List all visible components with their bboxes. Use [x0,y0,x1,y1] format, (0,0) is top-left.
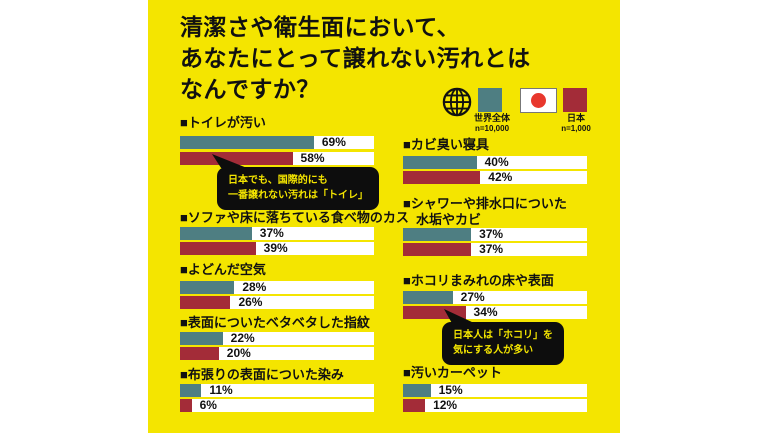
infographic-panel: 清潔さや衛生面において、 あなたにとって譲れない汚れとは なんですか？ 世界全体… [148,0,620,433]
legend: 世界全体 n=10,000 日本 n=1,000 [438,84,598,134]
world-bar-value: 15% [438,383,463,397]
callout-text: 日本でも、国際的にも 一番譲れない汚れは「トイレ」 [228,175,368,201]
category-label: ■トイレが汚い [180,115,266,130]
japan-bar: 26% [180,296,374,309]
callout-bubble: 日本人は「ホコリ」を 気にする人が多い [442,309,564,365]
japan-flag-circle [531,93,546,108]
japan-bar: 58% [180,152,374,165]
callout-text: 日本人は「ホコリ」を 気にする人が多い [453,330,553,356]
world-bar: 69% [180,136,374,149]
japan-bar-value: 20% [226,346,251,360]
world-bar: 22% [180,332,374,345]
world-bar-fill [403,384,431,397]
world-bar-value: 69% [321,135,346,149]
japan-bar-fill [403,171,481,184]
japan-bar: 39% [180,242,374,255]
japan-bar: 12% [403,399,587,412]
japan-legend-label: 日本 [566,113,585,123]
world-bar: 15% [403,384,587,397]
world-legend-n: n=10,000 [474,124,510,133]
world-bar: 11% [180,384,374,397]
japan-bar: 6% [180,399,374,412]
japan-bar-fill [403,243,472,256]
category-label: ■表面についたベタベタした指紋 [180,315,370,330]
world-bar-value: 28% [242,280,267,294]
world-bar-value: 37% [259,226,284,240]
world-bar: 37% [180,227,374,240]
japan-bar-fill [403,399,426,412]
japan-bar: 34% [403,306,587,319]
japan-bar: 37% [403,243,587,256]
world-bar: 37% [403,228,587,241]
world-bar-value: 40% [484,155,509,169]
world-bar: 28% [180,281,374,294]
japan-bar-fill [180,296,231,309]
japan-bar-value: 12% [433,398,458,412]
world-bar-fill [403,228,472,241]
category-label: ■シャワーや排水口についた 水垢やカビ [403,196,567,227]
world-bar-fill [403,156,477,169]
world-bar-value: 11% [209,383,233,397]
japan-bar: 42% [403,171,587,184]
world-legend-label: 世界全体 [473,113,510,123]
category-label: ■よどんだ空気 [180,262,266,277]
world-bar-fill [180,227,252,240]
world-bar: 27% [403,291,587,304]
world-bar-value: 22% [230,331,255,345]
survey-title: 清潔さや衛生面において、 あなたにとって譲れない汚れとは なんですか？ [180,14,531,102]
japan-legend-n: n=1,000 [561,124,591,133]
japan-bar-value: 42% [488,170,513,184]
japan-bar-fill [180,347,219,360]
category-label: ■ホコリまみれの床や表面 [403,273,554,288]
japan-bar-value: 26% [238,295,263,309]
japan-bar-value: 58% [300,151,325,165]
japan-flag-icon [520,88,557,113]
world-legend-swatch [478,88,502,112]
category-label: ■ソファや床に落ちている食べ物のカス [180,210,409,225]
japan-bar-value: 39% [263,241,288,255]
japan-legend-swatch [563,88,587,112]
japan-bar-value: 6% [199,398,217,412]
japan-bar-value: 34% [473,305,498,319]
japan-bar: 20% [180,347,374,360]
category-label: ■汚いカーペット [403,365,502,380]
japan-bar-fill [180,242,256,255]
world-bar-fill [180,136,314,149]
world-bar-fill [180,384,202,397]
callout-bubble: 日本でも、国際的にも 一番譲れない汚れは「トイレ」 [212,154,379,210]
world-bar-fill [403,291,453,304]
world-bar-fill [180,332,223,345]
category-label: ■カビ臭い寝具 [403,137,489,152]
category-label: ■布張りの表面についた染み [180,367,344,382]
globe-icon [442,87,472,122]
world-bar-fill [180,281,235,294]
japan-bar-value: 37% [479,242,504,256]
japan-bar-fill [180,152,293,165]
world-bar-value: 27% [460,290,485,304]
world-bar: 40% [403,156,587,169]
japan-bar-fill [180,399,192,412]
world-bar-value: 37% [479,227,504,241]
